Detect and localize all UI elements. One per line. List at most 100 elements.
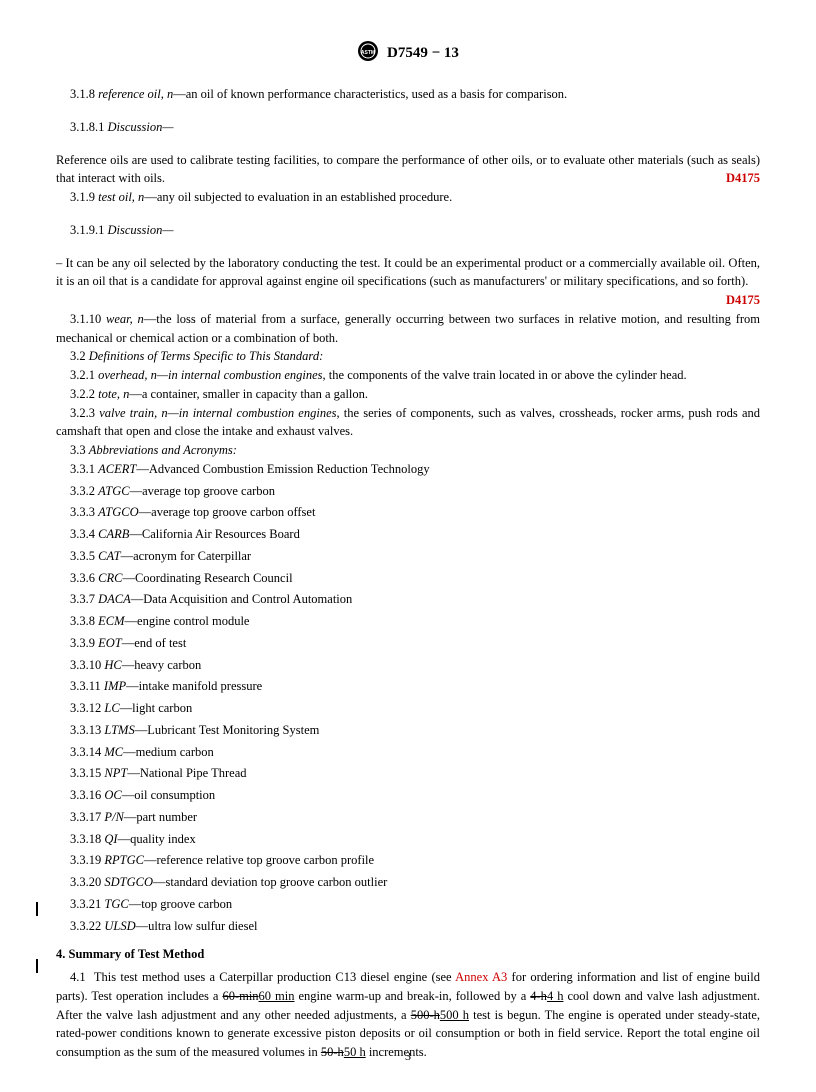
num: 3.1.9	[70, 190, 95, 204]
def-text: —a container, smaller in capacity than a…	[129, 387, 368, 401]
num: 3.1.8.1	[70, 120, 104, 134]
abbr-entry: 3.3.22 ULSD—ultra low sulfur diesel	[56, 917, 760, 936]
term: EOT	[98, 636, 122, 650]
page: ASTM D7549 − 13 3.1.8 reference oil, n—a…	[0, 0, 816, 1092]
label: Definitions of Terms Specific to This St…	[89, 349, 324, 363]
section-3-3: 3.3 Abbreviations and Acronyms:	[56, 441, 760, 460]
num: 3.2.1	[70, 368, 95, 382]
text: This test method uses a Caterpillar prod…	[94, 970, 455, 984]
def-3-2-1: 3.2.1 overhead, n—in internal combustion…	[56, 366, 760, 385]
strike-text: 60-min	[222, 989, 258, 1003]
term: NPT	[104, 766, 127, 780]
num: 3.3.13	[70, 723, 104, 737]
abbr-entry: 3.3.14 MC—medium carbon	[56, 743, 760, 762]
term: CRC	[98, 571, 122, 585]
term: LC	[104, 701, 119, 715]
discussion-3-1-9-1: 3.1.9.1 Discussion—	[56, 221, 760, 240]
term: ECM	[98, 614, 124, 628]
num: 3.3.1	[70, 462, 98, 476]
def-text: —Advanced Combustion Emission Reduction …	[136, 462, 429, 476]
def-text: —standard deviation top groove carbon ou…	[153, 875, 387, 889]
discussion-3-1-9-1-text: – It can be any oil selected by the labo…	[56, 254, 760, 292]
num: 3.3.15	[70, 766, 104, 780]
num: 3.3.6	[70, 571, 98, 585]
def-text: —an oil of known performance characteris…	[173, 87, 567, 101]
def-3-2-2: 3.2.2 tote, n—a container, smaller in ca…	[56, 385, 760, 404]
label: Discussion—	[108, 223, 174, 237]
change-bar-2	[36, 959, 38, 973]
num: 3.3.21	[70, 897, 104, 911]
num: 3.3.2	[70, 484, 98, 498]
num: 3.2.2	[70, 387, 95, 401]
page-header: ASTM D7549 − 13	[56, 40, 760, 67]
para-4-1: 4.1 This test method uses a Caterpillar …	[56, 968, 760, 1062]
abbr-entry: 3.3.4 CARB—California Air Resources Boar…	[56, 525, 760, 544]
strike-text: 4-h	[530, 989, 547, 1003]
num: 3.3	[70, 443, 86, 457]
def-text: —any oil subjected to evaluation in an e…	[144, 190, 452, 204]
astm-logo: ASTM	[357, 40, 379, 67]
num: 3.3.22	[70, 919, 104, 933]
abbr-entry: 3.3.16 OC—oil consumption	[56, 786, 760, 805]
abbr-entry: 3.3.8 ECM—engine control module	[56, 612, 760, 631]
underline-text: 60 min	[259, 989, 295, 1003]
def-text: —intake manifold pressure	[126, 679, 262, 693]
abbr-entry: 3.3.10 HC—heavy carbon	[56, 656, 760, 675]
num: 3.3.5	[70, 549, 98, 563]
num: 3.3.18	[70, 832, 104, 846]
content: 3.1.8 reference oil, n—an oil of known p…	[56, 85, 760, 1062]
def-text: —Data Acquisition and Control Automation	[131, 592, 353, 606]
term: IMP	[104, 679, 126, 693]
abbr-entry: 3.3.6 CRC—Coordinating Research Council	[56, 569, 760, 588]
svg-text:ASTM: ASTM	[361, 50, 375, 56]
text: engine warm-up and break-in, followed by…	[295, 989, 531, 1003]
num: 3.3.9	[70, 636, 98, 650]
term: ACERT	[98, 462, 136, 476]
term: RPTGC	[104, 853, 144, 867]
term: tote, n	[98, 387, 129, 401]
num: 3.2.3	[70, 406, 95, 420]
text: – It can be any oil selected by the labo…	[56, 256, 760, 289]
term: test oil, n	[98, 190, 144, 204]
text: Reference oils are used to calibrate tes…	[56, 153, 760, 186]
page-number: 3	[0, 1049, 816, 1064]
num: 3.2	[70, 349, 86, 363]
num: 3.3.4	[70, 527, 98, 541]
term: SDTGCO	[104, 875, 153, 889]
term: DACA	[98, 592, 131, 606]
num: 3.3.19	[70, 853, 104, 867]
term: OC	[104, 788, 121, 802]
term: ULSD	[104, 919, 135, 933]
abbr-entry: 3.3.5 CAT—acronym for Caterpillar	[56, 547, 760, 566]
ref-link-d4175-a[interactable]: D4175	[726, 169, 760, 188]
annex-a3-link[interactable]: Annex A3	[455, 970, 507, 984]
def-text: —ultra low sulfur diesel	[136, 919, 258, 933]
strike-text: 500-h	[411, 1008, 440, 1022]
term: QI	[104, 832, 117, 846]
ref-link-d4175-b[interactable]: D4175	[726, 291, 760, 310]
document-id: D7549 − 13	[387, 45, 459, 62]
change-bar-1	[36, 902, 38, 916]
def-text: —quality index	[118, 832, 196, 846]
def-text: —average top groove carbon offset	[139, 505, 316, 519]
def-text: —California Air Resources Board	[129, 527, 299, 541]
abbr-entry: 3.3.20 SDTGCO—standard deviation top gro…	[56, 873, 760, 892]
term: CARB	[98, 527, 129, 541]
def-text: —end of test	[122, 636, 187, 650]
underline-text: 500 h	[440, 1008, 469, 1022]
def-text: —Coordinating Research Council	[122, 571, 292, 585]
term: ATGC	[98, 484, 130, 498]
term: valve train, n	[99, 406, 167, 420]
def-text: —light carbon	[120, 701, 193, 715]
def-text: —National Pipe Thread	[127, 766, 246, 780]
label: Abbreviations and Acronyms:	[89, 443, 237, 457]
def-text: —part number	[124, 810, 197, 824]
abbr-entry: 3.3.2 ATGC—average top groove carbon	[56, 482, 760, 501]
num: 3.1.8	[70, 87, 95, 101]
abbreviation-list: 3.3.1 ACERT—Advanced Combustion Emission…	[56, 460, 760, 936]
term: wear, n	[106, 312, 144, 326]
abbr-entry: 3.3.1 ACERT—Advanced Combustion Emission…	[56, 460, 760, 479]
num: 3.3.11	[70, 679, 104, 693]
abbr-entry: 3.3.7 DACA—Data Acquisition and Control …	[56, 590, 760, 609]
def-text: —acronym for Caterpillar	[121, 549, 252, 563]
